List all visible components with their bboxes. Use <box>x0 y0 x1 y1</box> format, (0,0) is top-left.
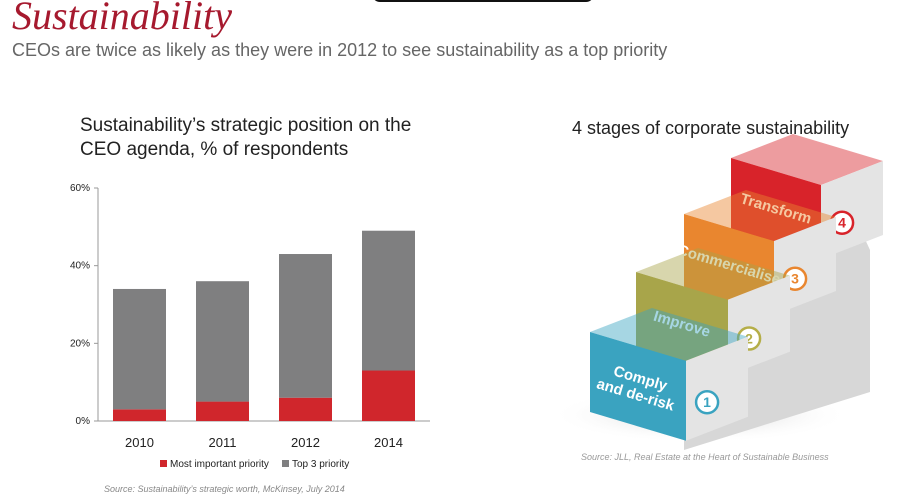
step-number: 3 <box>791 271 799 287</box>
top-bar-decoration <box>372 0 594 2</box>
bar-top-3-2014 <box>362 230 415 371</box>
legend-swatch <box>160 460 167 467</box>
legend-label: Top 3 priority <box>292 459 349 470</box>
step-riser <box>636 272 728 376</box>
x-tick-label: 2011 <box>209 435 237 450</box>
step-tread <box>636 248 790 300</box>
legend-label: Most important priority <box>170 459 269 470</box>
step-number-badge <box>694 389 720 415</box>
step-riser <box>590 332 686 441</box>
bar-most-important-2010 <box>113 409 166 421</box>
chart-source: Source: Sustainability’s strategic worth… <box>104 484 345 494</box>
step-tread <box>731 134 883 185</box>
bar-top-3-2011 <box>196 281 249 402</box>
y-tick-label: 40% <box>70 261 90 272</box>
page-title: Sustainability <box>12 0 232 38</box>
step-side <box>686 336 748 441</box>
bar-top-3-2010 <box>113 288 166 410</box>
step-side <box>821 161 883 259</box>
legend-swatch <box>282 460 289 467</box>
chart-title: Sustainability’s strategic position on t… <box>80 115 412 160</box>
y-tick-label: 60% <box>70 183 90 194</box>
step-number: 4 <box>838 215 846 231</box>
bar-most-important-2014 <box>362 370 415 421</box>
stairs-title: 4 stages of corporate sustainability <box>572 118 850 138</box>
bar-top-3-2012 <box>279 254 332 398</box>
y-tick-label: 0% <box>76 416 91 427</box>
x-tick-label: 2012 <box>291 435 320 450</box>
bar-most-important-2012 <box>279 397 332 421</box>
x-tick-label: 2010 <box>125 435 154 450</box>
step-number: 1 <box>703 394 711 410</box>
bar-most-important-2011 <box>196 401 249 421</box>
x-tick-label: 2014 <box>374 435 403 450</box>
step-tread <box>590 308 748 361</box>
page-subtitle: CEOs are twice as likely as they were in… <box>12 40 668 60</box>
step-tread <box>684 190 836 241</box>
step-number: 2 <box>745 331 753 347</box>
y-tick-label: 20% <box>70 338 90 349</box>
stairs-source: Source: JLL, Real Estate at the Heart of… <box>581 452 829 462</box>
step-riser <box>684 214 774 315</box>
